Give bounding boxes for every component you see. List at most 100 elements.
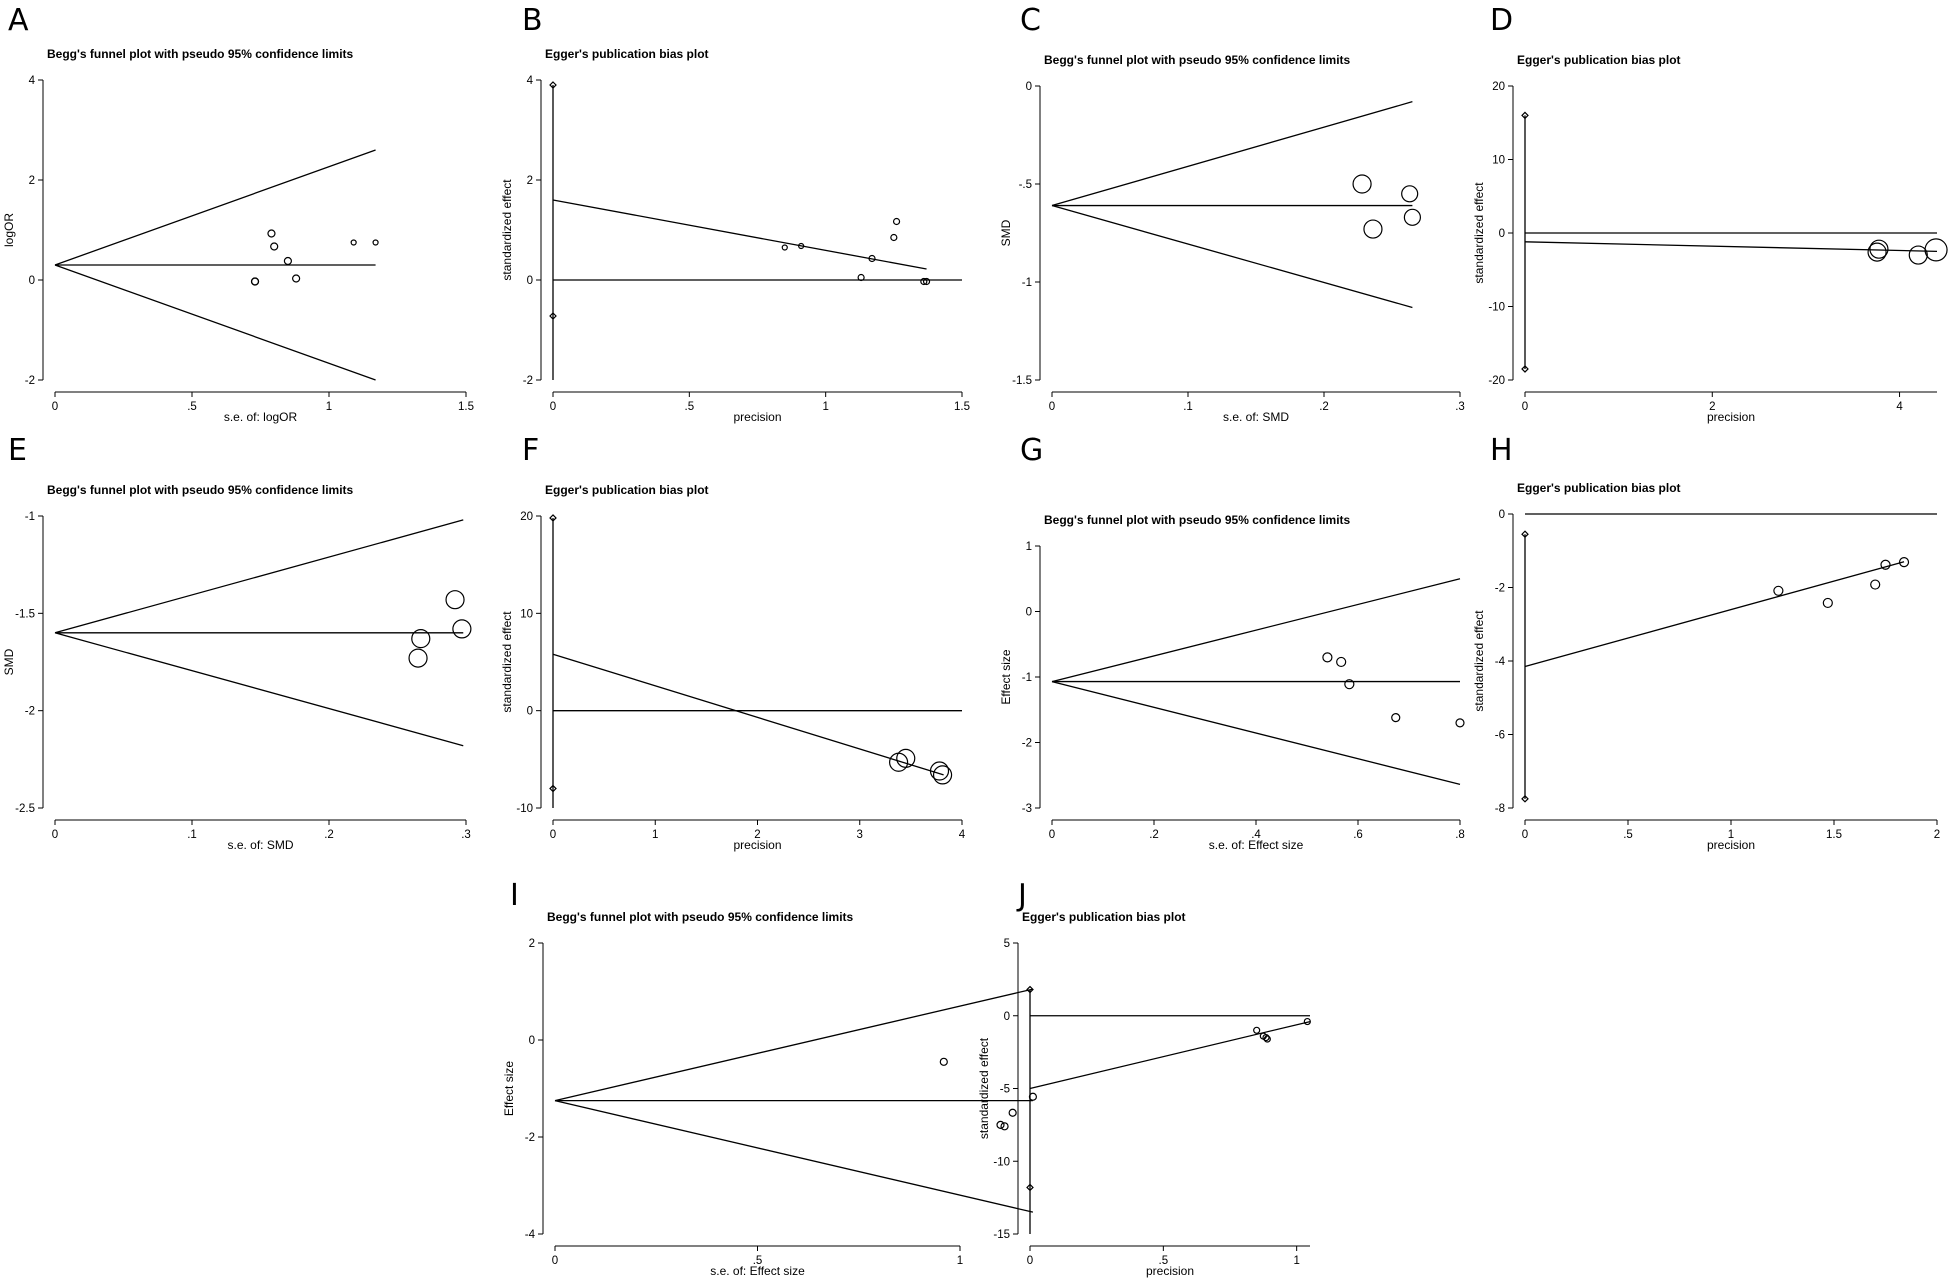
y-tick-label: 0: [1499, 228, 1505, 240]
lower-limit-line: [54, 632, 464, 747]
y-tick-label: -10: [993, 1156, 1010, 1168]
ci-diamond-marker: [1521, 794, 1529, 803]
upper-limit-line: [1051, 101, 1413, 207]
x-tick-label: 1: [822, 401, 828, 413]
x-tick-label: .3: [461, 829, 471, 841]
study-point: [1403, 208, 1422, 226]
y-tick-label: -8: [1495, 803, 1505, 815]
x-tick-label: 2: [754, 829, 760, 841]
study-point: [896, 748, 916, 768]
x-axis-title: precision: [733, 410, 781, 424]
study-point: [1352, 174, 1372, 194]
x-tick-label: 2: [1709, 401, 1715, 413]
x-tick-label: 0: [1049, 829, 1055, 841]
x-tick-label: .5: [187, 401, 197, 413]
study-point: [267, 229, 276, 238]
x-tick-label: 1: [652, 829, 658, 841]
y-tick-label: 0: [527, 706, 533, 718]
study-point: [1455, 718, 1465, 728]
panel-title: Egger's publication bias plot: [1022, 910, 1186, 924]
ci-diamond-marker: [1521, 530, 1529, 539]
y-tick-label: -15: [993, 1229, 1010, 1241]
study-point: [1773, 585, 1784, 596]
panel-title: Begg's funnel plot with pseudo 95% confi…: [47, 47, 354, 61]
y-tick-label: 20: [1492, 81, 1505, 93]
study-point: [1344, 679, 1355, 690]
x-tick-label: 1.5: [458, 401, 474, 413]
y-tick-label: 2: [527, 175, 533, 187]
upper-limit-line: [554, 988, 1034, 1102]
y-tick-label: 4: [527, 75, 534, 87]
x-tick-label: 3: [857, 829, 863, 841]
y-tick-label: -1.5: [1012, 375, 1032, 387]
x-tick-label: 0: [1522, 829, 1528, 841]
y-tick-label: -20: [1488, 375, 1505, 387]
y-tick-label: -2.5: [15, 803, 35, 815]
study-point: [1880, 559, 1891, 570]
x-tick-label: 0: [550, 829, 556, 841]
y-tick-label: -2: [1495, 583, 1505, 595]
y-tick-label: -1: [1022, 277, 1032, 289]
x-tick-label: 1.5: [954, 401, 970, 413]
x-axis-title: precision: [1707, 410, 1755, 424]
ci-diamond-marker: [549, 784, 557, 793]
study-point: [996, 1120, 1005, 1129]
upper-limit-line: [1051, 578, 1461, 683]
study-point: [1336, 656, 1347, 668]
y-tick-label: -4: [1495, 656, 1506, 668]
study-point: [1924, 238, 1948, 262]
x-tick-label: .8: [1455, 829, 1465, 841]
study-point: [1401, 185, 1419, 203]
study-point: [292, 274, 301, 283]
panel-d: D Egger's publication bias plot -20 -10 0 10 2…: [1472, 3, 1948, 424]
x-tick-label: 4: [959, 829, 966, 841]
upper-limit-line: [54, 519, 464, 634]
study-point: [452, 619, 472, 639]
y-tick-label: 10: [1492, 155, 1505, 167]
x-tick-label: .2: [1149, 829, 1159, 841]
ci-diamond-marker: [1521, 365, 1529, 373]
x-tick-label: .5: [1623, 829, 1633, 841]
x-tick-label: .2: [324, 829, 334, 841]
study-point: [1303, 1017, 1311, 1026]
y-tick-label: -2: [25, 375, 35, 387]
ci-diamond-marker: [549, 81, 557, 89]
panel-h: H Egger's publication bias plot -8 -6 -4 -2 0 0…: [1472, 433, 1940, 852]
panel-letter: J: [1016, 878, 1027, 913]
y-axis-title: standardized effect: [500, 611, 514, 713]
y-axis-title: logOR: [2, 213, 16, 247]
ci-diamond-marker: [1026, 1183, 1034, 1192]
y-axis-title: standardized effect: [1472, 182, 1486, 284]
study-point: [372, 239, 379, 246]
panel-g: G Begg's funnel plot with pseudo 95% conf…: [999, 433, 1465, 852]
x-tick-label: 1: [1728, 829, 1734, 841]
panel-title: Egger's publication bias plot: [1517, 53, 1681, 67]
x-axis-title: s.e. of: Effect size: [710, 1264, 805, 1278]
study-point: [1908, 245, 1928, 265]
panel-e: E Begg's funnel plot with pseudo 95% conf…: [2, 433, 472, 852]
x-tick-label: .2: [1319, 401, 1329, 413]
x-tick-label: .1: [1183, 401, 1193, 413]
panel-title: Begg's funnel plot with pseudo 95% confi…: [1044, 513, 1351, 527]
study-point: [411, 629, 431, 649]
panel-letter: I: [510, 878, 519, 913]
panel-letter: E: [8, 433, 27, 468]
y-tick-label: 0: [1026, 81, 1032, 93]
ci-diamond-marker: [1521, 111, 1529, 120]
regression-line-line: [552, 199, 927, 270]
x-tick-label: .5: [753, 1255, 763, 1267]
panel-c: C Begg's funnel plot with pseudo 95% conf…: [999, 3, 1465, 424]
y-tick-label: -3: [1022, 803, 1032, 815]
lower-limit-line: [54, 264, 376, 381]
x-tick-label: .1: [187, 829, 197, 841]
ci-diamond-marker: [549, 312, 557, 320]
y-tick-label: 4: [29, 75, 36, 87]
study-point: [939, 1057, 948, 1066]
y-axis-title: Effect size: [999, 649, 1013, 704]
y-tick-label: -1: [1022, 672, 1032, 684]
y-tick-label: 0: [29, 275, 35, 287]
regression-line-line: [1524, 561, 1905, 668]
y-tick-label: -1: [25, 511, 35, 523]
x-tick-label: 0: [52, 401, 58, 413]
